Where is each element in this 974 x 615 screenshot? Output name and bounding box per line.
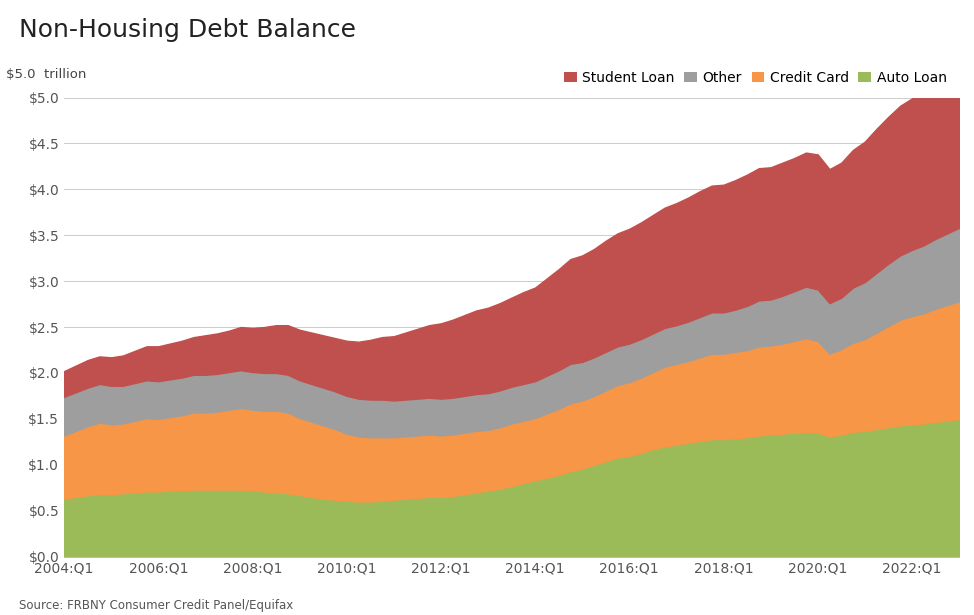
Text: Source: FRBNY Consumer Credit Panel/Equifax: Source: FRBNY Consumer Credit Panel/Equi… <box>19 599 294 612</box>
Legend: Student Loan, Other, Credit Card, Auto Loan: Student Loan, Other, Credit Card, Auto L… <box>559 65 952 90</box>
Text: $5.0  trillion: $5.0 trillion <box>6 68 87 81</box>
Text: Non-Housing Debt Balance: Non-Housing Debt Balance <box>19 18 356 42</box>
